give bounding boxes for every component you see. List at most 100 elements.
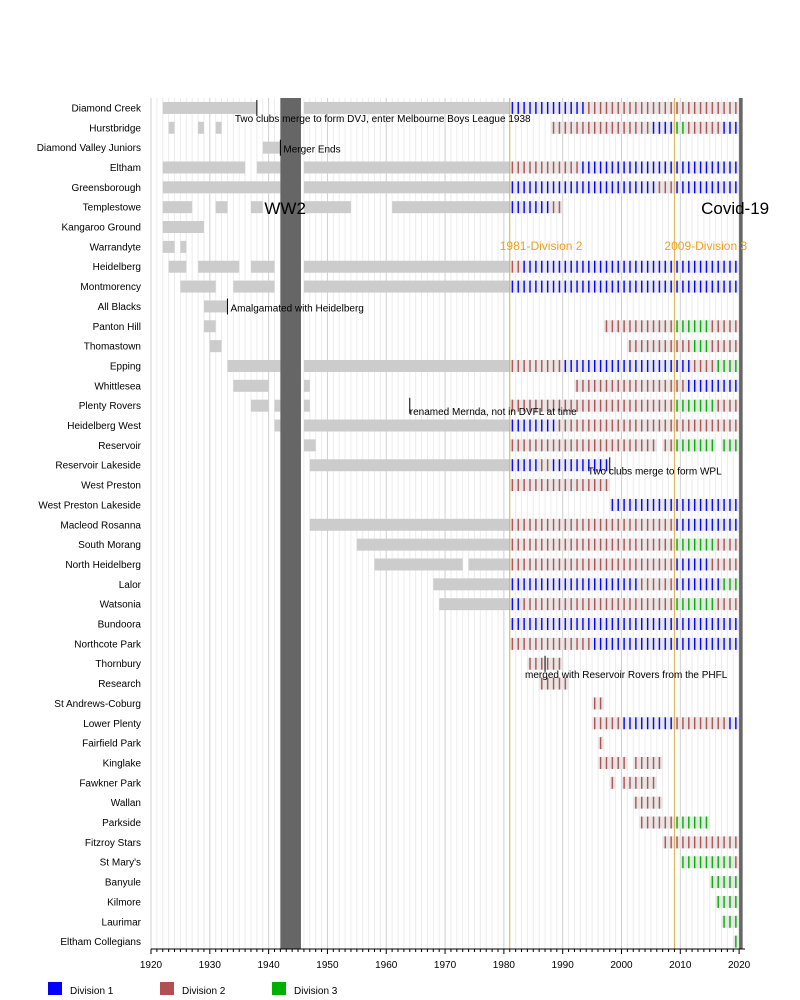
bar-lower-plenty-1 <box>621 717 675 730</box>
period-label-covid-19: Covid-19 <box>701 199 769 218</box>
bar-reservoir-2 <box>662 439 675 452</box>
bar-heidelberg-0 <box>168 260 187 273</box>
club-label-heidelberg: Heidelberg <box>93 262 141 273</box>
bar-hurstbridge-3 <box>550 121 651 134</box>
club-label-templestowe: Templestowe <box>83 203 142 214</box>
club-label-thornbury: Thornbury <box>95 659 141 670</box>
bar-greensborough-0 <box>162 181 281 194</box>
bar-fawkner-park-0 <box>609 776 616 789</box>
club-label-hurstbridge: Hurstbridge <box>89 123 141 134</box>
bar-warrandyte-0 <box>162 240 175 253</box>
club-label-reservoir-lakeside: Reservoir Lakeside <box>55 461 141 472</box>
period-band-covid-19 <box>739 98 743 949</box>
club-label-laurimar: Laurimar <box>102 917 142 928</box>
bar-panton-hill-1 <box>603 320 675 333</box>
bar-eltham-collegians-0 <box>733 935 740 948</box>
bar-north-heidelberg-3 <box>674 558 710 571</box>
bar-lower-plenty-0 <box>592 717 622 730</box>
bar-parkside-1 <box>674 816 710 829</box>
bar-lalor-4 <box>721 578 740 591</box>
club-label-fairfield-park: Fairfield Park <box>82 739 142 750</box>
bar-northcote-park-1 <box>592 637 740 650</box>
legend-swatch-division-2 <box>160 982 174 995</box>
bar-lower-plenty-2 <box>674 717 728 730</box>
bar-kangaroo-ground-0 <box>162 221 204 234</box>
bar-heidelberg-5 <box>521 260 740 273</box>
bar-watsonia-2 <box>521 598 675 611</box>
bar-reservoir-lakeside-0 <box>309 459 510 472</box>
bar-macleod-rosanna-2 <box>674 518 740 531</box>
club-label-plenty-rovers: Plenty Rovers <box>79 401 141 412</box>
bar-watsonia-4 <box>715 598 740 611</box>
club-label-whittlesea: Whittlesea <box>94 381 141 392</box>
bar-heidelberg-3 <box>303 260 510 273</box>
bar-lower-plenty-3 <box>727 717 740 730</box>
club-label-st-mary-s: St Mary's <box>100 858 141 869</box>
club-label-west-preston: West Preston <box>81 481 141 492</box>
x-tick-label-2000: 2000 <box>610 960 633 971</box>
bar-west-preston-0 <box>509 479 557 492</box>
club-label-eltham-collegians: Eltham Collegians <box>60 937 141 948</box>
bar-hurstbridge-0 <box>168 121 175 134</box>
club-label-all-blacks: All Blacks <box>98 302 141 313</box>
club-label-warrandyte: Warrandyte <box>90 242 142 253</box>
bar-montmorency-1 <box>233 280 275 293</box>
bar-south-morang-1 <box>509 538 675 551</box>
legend: Division 1 Division 2 Division 3 <box>48 982 338 997</box>
bar-st-andrews-coburg-0 <box>592 697 604 710</box>
club-label-wallan: Wallan <box>111 798 141 809</box>
x-tick-label-1940: 1940 <box>257 960 280 971</box>
bar-diamond-creek-0 <box>162 101 257 114</box>
club-label-greensborough: Greensborough <box>72 183 142 194</box>
bar-lalor-2 <box>639 578 675 591</box>
bar-diamond-creek-2 <box>509 101 587 114</box>
bar-reservoir-lakeside-1 <box>509 459 540 472</box>
period-bands: WW2 Covid-19 <box>264 98 769 949</box>
bar-north-heidelberg-1 <box>468 558 510 571</box>
bar-whittlesea-2 <box>574 379 687 392</box>
era-lines: 1981-Division 2 2009-Division 3 <box>500 98 747 949</box>
bar-lalor-0 <box>433 578 510 591</box>
bar-eltham-2 <box>303 161 510 174</box>
bar-macleod-rosanna-1 <box>509 518 675 531</box>
bar-all-blacks-0 <box>203 300 228 313</box>
bar-northcote-park-0 <box>509 637 593 650</box>
club-label-kinglake: Kinglake <box>103 758 142 769</box>
x-tick-label-1950: 1950 <box>316 960 339 971</box>
bar-greensborough-3 <box>656 181 675 194</box>
x-tick-label-1990: 1990 <box>552 960 575 971</box>
bar-greensborough-4 <box>674 181 740 194</box>
bar-heidelberg-west-0 <box>274 419 281 432</box>
bar-hurstbridge-5 <box>674 121 687 134</box>
bar-panton-hill-0 <box>203 320 216 333</box>
bar-epping-1 <box>303 359 510 372</box>
bar-whittlesea-1 <box>303 379 310 392</box>
bar-thomastown-3 <box>709 340 740 353</box>
bar-hurstbridge-4 <box>650 121 675 134</box>
x-tick-label-1920: 1920 <box>140 960 163 971</box>
bar-north-heidelberg-0 <box>374 558 463 571</box>
bar-fawkner-park-1 <box>621 776 657 789</box>
annotation-text-0: Two clubs merge to form DVJ, enter Melbo… <box>235 114 531 125</box>
x-tick-label-1980: 1980 <box>493 960 516 971</box>
bar-kinglake-1 <box>633 756 663 769</box>
bar-greensborough-1 <box>303 181 510 194</box>
bar-reservoir-0 <box>303 439 316 452</box>
bar-heidelberg-4 <box>509 260 522 273</box>
legend-label-division-3: Division 3 <box>294 986 338 997</box>
bar-laurimar-0 <box>721 915 740 928</box>
bar-templestowe-1 <box>215 201 228 214</box>
annotations: Two clubs merge to form DVJ, enter Melbo… <box>226 100 728 681</box>
club-label-northcote-park: Northcote Park <box>74 639 142 650</box>
club-label-north-heidelberg: North Heidelberg <box>65 560 141 571</box>
x-tick-label-2010: 2010 <box>669 960 692 971</box>
bar-montmorency-0 <box>180 280 216 293</box>
bar-watsonia-1 <box>509 598 522 611</box>
bar-templestowe-0 <box>162 201 193 214</box>
annotation-text-2: Amalgamated with Heidelberg <box>230 304 363 315</box>
club-label-south-morang: South Morang <box>78 540 141 551</box>
bar-wallan-0 <box>633 796 663 809</box>
bar-lalor-3 <box>674 578 722 591</box>
bar-heidelberg-west-2 <box>509 419 557 432</box>
bar-plenty-rovers-0 <box>250 399 269 412</box>
